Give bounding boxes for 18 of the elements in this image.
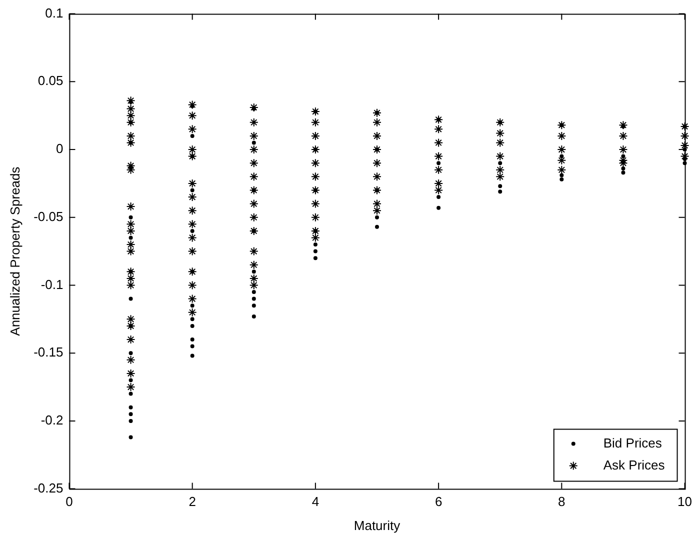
y-tick-label: -0.05 [34, 208, 64, 224]
x-tick-label: 8 [558, 494, 566, 510]
y-tick-label: 0 [56, 141, 64, 156]
y-tick-label: -0.1 [40, 276, 64, 292]
legend-label: Ask Prices [603, 457, 666, 472]
y-tick-label: -0.15 [34, 344, 64, 360]
y-tick-label: 0.1 [45, 5, 64, 20]
y-tick-label: 0.05 [38, 73, 64, 88]
x-axis-title: Maturity [354, 518, 401, 533]
x-tick-label: 4 [312, 494, 320, 510]
legend-label: Bid Prices [603, 435, 662, 450]
x-tick-label: 10 [678, 494, 692, 510]
y-tick-label: -0.25 [34, 480, 64, 496]
x-tick-label: 0 [66, 494, 73, 510]
x-tick-label: 6 [434, 494, 442, 510]
x-tick-label: 2 [188, 494, 196, 510]
y-tick-label: -0.2 [40, 412, 64, 428]
y-axis-title: Annualized Property Spreads [7, 166, 22, 336]
